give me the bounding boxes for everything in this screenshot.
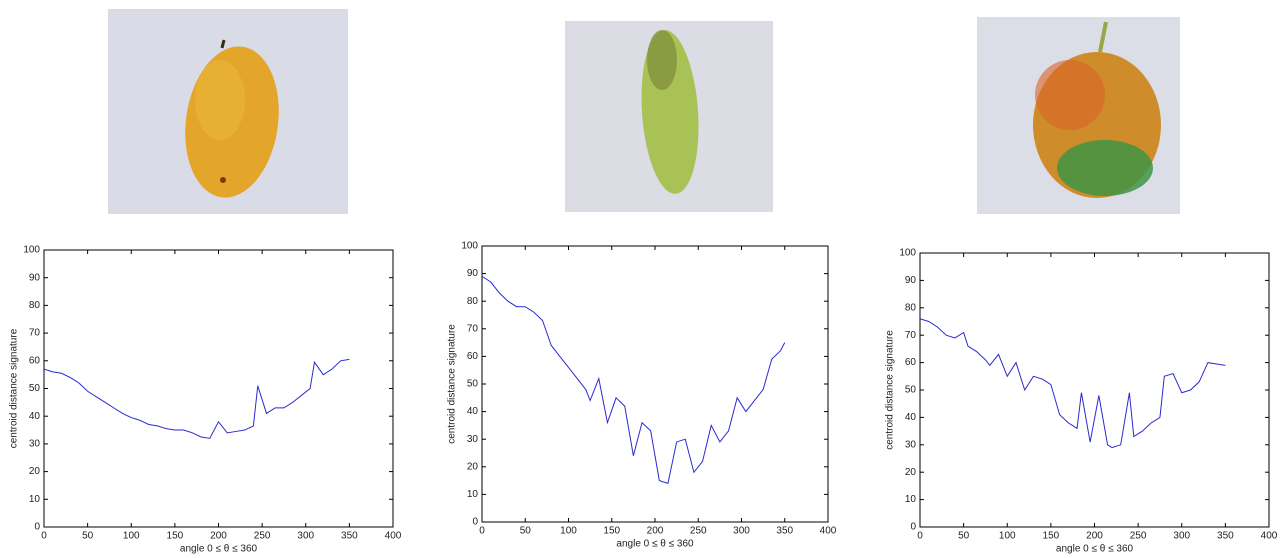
x-axis-label: angle 0 ≤ θ ≤ 360 [616,539,694,550]
y-tick-label: 40 [905,412,917,423]
y-axis-label: centroid distance signature [885,330,896,450]
x-tick-label: 250 [254,531,271,542]
y-tick-label: 80 [467,296,479,307]
y-tick-label: 20 [29,466,41,477]
figure: 0501001502002503003504000102030405060708… [0,0,1282,558]
x-tick-label: 50 [82,531,94,542]
x-tick-label: 50 [520,526,532,537]
x-tick-label: 250 [690,526,707,537]
photo [108,9,348,214]
x-tick-label: 350 [341,531,358,542]
data-line [44,359,349,438]
y-tick-label: 40 [467,406,479,417]
y-tick-label: 90 [29,272,41,283]
plot-area [44,250,393,527]
x-tick-label: 150 [1043,531,1060,542]
plot-area [482,246,828,522]
y-tick-label: 70 [29,328,41,339]
x-tick-label: 300 [733,526,750,537]
x-tick-label: 100 [123,531,140,542]
plot-area [920,253,1269,527]
y-tick-label: 20 [905,467,917,478]
y-tick-label: 90 [467,268,479,279]
x-tick-label: 200 [647,526,664,537]
x-tick-label: 350 [1217,531,1234,542]
y-tick-label: 100 [461,241,478,252]
x-axis-label: angle 0 ≤ θ ≤ 360 [1056,544,1134,555]
x-tick-label: 0 [917,531,923,542]
photo [977,17,1180,214]
x-tick-label: 200 [1086,531,1103,542]
x-tick-label: 400 [820,526,837,537]
y-tick-label: 10 [29,494,41,505]
x-tick-label: 300 [1173,531,1190,542]
y-tick-label: 80 [29,300,41,311]
y-tick-label: 100 [899,248,916,259]
y-tick-label: 70 [467,323,479,334]
y-tick-label: 80 [905,302,917,313]
x-tick-label: 100 [560,526,577,537]
y-tick-label: 100 [23,245,40,256]
y-tick-label: 30 [29,439,41,450]
y-axis-label: centroid distance signature [9,328,20,448]
x-axis-label: angle 0 ≤ θ ≤ 360 [180,544,258,555]
x-tick-label: 150 [603,526,620,537]
x-tick-label: 50 [958,531,970,542]
x-tick-label: 400 [1261,531,1278,542]
y-tick-label: 50 [467,379,479,390]
data-line [482,276,785,483]
y-tick-label: 60 [467,351,479,362]
x-tick-label: 150 [167,531,184,542]
y-tick-label: 0 [34,522,40,533]
y-tick-label: 50 [29,383,41,394]
x-tick-label: 0 [41,531,47,542]
x-tick-label: 250 [1130,531,1147,542]
photo [565,21,773,212]
y-tick-label: 30 [467,434,479,445]
x-tick-label: 400 [385,531,402,542]
y-tick-label: 0 [472,517,478,528]
y-tick-label: 90 [905,275,917,286]
y-tick-label: 10 [467,489,479,500]
x-tick-label: 100 [999,531,1016,542]
x-tick-label: 300 [297,531,314,542]
x-tick-label: 0 [479,526,485,537]
y-tick-label: 40 [29,411,41,422]
y-tick-label: 50 [905,385,917,396]
x-tick-label: 200 [210,531,227,542]
x-tick-label: 350 [776,526,793,537]
y-tick-label: 0 [910,522,916,533]
y-axis-label: centroid distance signature [447,324,458,444]
y-tick-label: 20 [467,461,479,472]
y-tick-label: 70 [905,330,917,341]
y-tick-label: 10 [905,494,917,505]
y-tick-label: 30 [905,439,917,450]
data-line [920,319,1225,448]
y-tick-label: 60 [29,355,41,366]
y-tick-label: 60 [905,357,917,368]
